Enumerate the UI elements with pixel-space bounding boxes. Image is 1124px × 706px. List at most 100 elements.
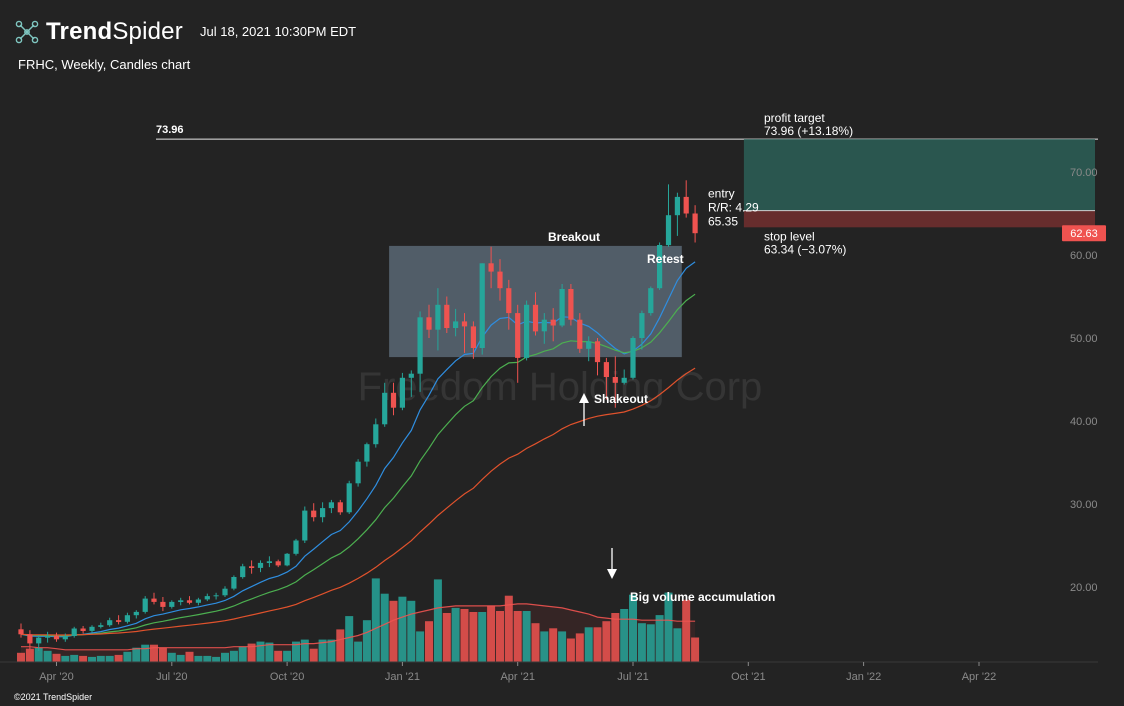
candle-body xyxy=(444,304,450,328)
candle-body xyxy=(435,304,441,330)
y-tick-label: 60.00 xyxy=(1070,250,1098,262)
candle xyxy=(107,617,113,627)
candle-body xyxy=(594,341,601,363)
candle xyxy=(594,338,601,376)
volume-bar xyxy=(629,594,637,662)
volume-bar xyxy=(105,655,114,662)
candle-body xyxy=(36,637,42,644)
copyright: ©2021 TrendSpider xyxy=(14,692,93,702)
y-tick-label: 20.00 xyxy=(1070,582,1098,594)
candle xyxy=(36,635,42,651)
candle-body xyxy=(506,288,512,314)
brand-spider: Spider xyxy=(112,18,183,45)
candle xyxy=(142,596,148,614)
candle-body xyxy=(399,377,405,408)
candle-body xyxy=(665,215,672,246)
candle-body xyxy=(222,588,228,596)
candle-body xyxy=(515,313,521,358)
shakeout-arrow-head xyxy=(579,393,589,403)
volume-bar xyxy=(318,639,327,662)
candle xyxy=(89,625,95,633)
candle xyxy=(98,622,104,629)
volume-bar xyxy=(442,613,451,662)
brand-logo: TrendSpider xyxy=(46,18,183,46)
candle xyxy=(186,596,193,605)
candle-body xyxy=(266,561,272,563)
candle-body xyxy=(417,317,423,374)
candle-body xyxy=(674,196,680,216)
volume-bar xyxy=(256,641,265,662)
brand-trend: Trend xyxy=(46,18,113,45)
volume-bar xyxy=(540,631,549,662)
candle-body xyxy=(53,636,60,640)
volume-bar xyxy=(283,650,292,662)
volume-bar xyxy=(691,637,700,662)
candle xyxy=(470,321,476,359)
candle-body xyxy=(461,321,468,327)
big-volume-annotation: Big volume accumulation xyxy=(630,590,775,604)
candle xyxy=(62,633,68,642)
candle-body xyxy=(639,313,645,338)
candle xyxy=(506,279,512,330)
candle xyxy=(302,506,308,543)
volume-bar xyxy=(52,653,61,662)
volume-bar xyxy=(17,652,25,662)
candle-body xyxy=(408,373,414,378)
candle xyxy=(390,382,397,416)
candle-body xyxy=(27,634,33,644)
candle-body xyxy=(249,566,255,568)
volume-bar xyxy=(70,654,79,662)
candle-body xyxy=(470,326,476,348)
candle xyxy=(337,499,343,515)
volume-bar xyxy=(25,648,34,662)
last-price-label: 62.63 xyxy=(1070,228,1098,240)
candle-body xyxy=(124,615,130,622)
volume-bar xyxy=(265,642,274,662)
candle-body xyxy=(80,628,86,631)
x-tick-label: Apr '21 xyxy=(500,671,535,683)
candle xyxy=(257,560,264,573)
candle-body xyxy=(311,510,317,518)
retest-annotation: Retest xyxy=(647,252,684,266)
volume-bar xyxy=(354,641,363,662)
volume-bar xyxy=(176,654,185,662)
candle xyxy=(541,313,547,344)
volume-bar xyxy=(664,592,673,662)
timestamp: Jul 18, 2021 10:30PM EDT xyxy=(200,24,357,39)
candle-body xyxy=(550,319,556,326)
candle-body xyxy=(178,600,184,602)
volume-bar xyxy=(620,609,629,662)
candle xyxy=(80,626,86,634)
candle xyxy=(195,597,201,606)
volume-bar xyxy=(221,652,229,662)
volume-bar xyxy=(549,628,558,662)
volume-bar xyxy=(96,655,105,662)
candle xyxy=(683,180,689,218)
volume-bar xyxy=(371,578,380,662)
y-tick-label: 70.00 xyxy=(1070,167,1098,179)
stop-level-label: stop level xyxy=(764,229,815,243)
candle xyxy=(151,592,157,605)
breakout-annotation: Breakout xyxy=(548,230,600,244)
candle xyxy=(249,560,255,574)
candle xyxy=(621,369,627,385)
candle xyxy=(169,600,175,609)
candle xyxy=(657,242,663,290)
candle xyxy=(45,631,51,643)
candle-body xyxy=(186,600,193,603)
y-tick-label: 40.00 xyxy=(1070,416,1098,428)
volume-bar xyxy=(558,631,567,662)
volume-bar xyxy=(513,611,522,662)
volume-bar xyxy=(398,596,407,662)
volume-bar xyxy=(522,611,531,662)
profit-target-label: profit target xyxy=(764,111,825,125)
candle-body xyxy=(373,424,379,445)
volume-bar xyxy=(673,628,682,662)
volume-bar xyxy=(309,648,318,662)
candle xyxy=(355,459,361,487)
volume-bar xyxy=(611,613,620,662)
candle-body xyxy=(195,599,201,603)
profit-target-value: 73.96 (+13.18%) xyxy=(764,124,853,138)
